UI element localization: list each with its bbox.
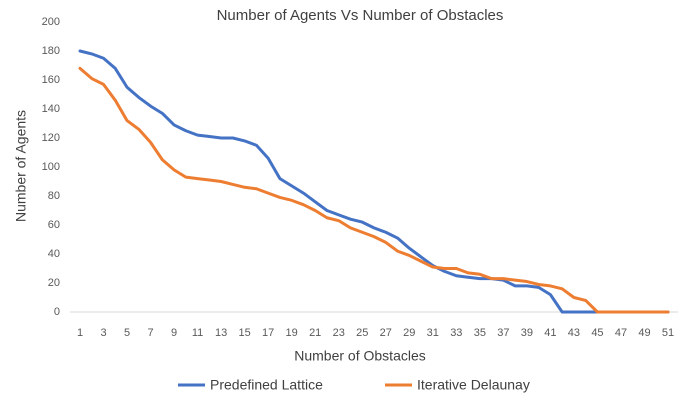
y-tick-label: 40 [48, 248, 60, 260]
x-tick-label: 11 [192, 327, 203, 339]
y-tick-label: 200 [42, 16, 60, 28]
x-tick-label: 43 [568, 327, 580, 339]
x-tick-label: 51 [662, 327, 674, 339]
x-tick-label: 37 [497, 327, 509, 339]
x-tick-label: 17 [262, 327, 274, 339]
y-tick-label: 160 [42, 74, 60, 86]
x-tick-label: 31 [427, 327, 439, 339]
x-tick-label: 21 [309, 327, 321, 339]
y-tick-label: 60 [48, 219, 60, 231]
y-tick-label: 140 [42, 103, 60, 115]
x-tick-label: 23 [333, 327, 345, 339]
x-tick-label: 3 [100, 327, 106, 339]
series-line [78, 66, 670, 314]
x-tick-label: 27 [380, 327, 392, 339]
x-tick-label: 47 [615, 327, 627, 339]
x-axis-title: Number of Obstacles [294, 348, 426, 364]
x-tick-label: 19 [286, 327, 298, 339]
legend-text: Predefined Lattice [210, 377, 323, 393]
x-tick-label: 41 [544, 327, 556, 339]
x-tick-label: 5 [124, 327, 130, 339]
x-tick-label: 13 [215, 327, 227, 339]
x-tick-label: 25 [356, 327, 368, 339]
series-line [78, 49, 670, 314]
x-tick-label: 35 [474, 327, 486, 339]
y-tick-label: 0 [54, 306, 60, 318]
x-tick-label: 15 [239, 327, 251, 339]
y-axis-title: Number of Agents [13, 110, 29, 222]
x-tick-label: 9 [171, 327, 177, 339]
y-tick-label: 80 [48, 190, 60, 202]
y-tick-label: 20 [48, 277, 60, 289]
y-tick-label: 100 [42, 161, 60, 173]
x-tick-label: 1 [77, 327, 83, 339]
legend-text: Iterative Delaunay [417, 377, 530, 393]
x-tick-label: 29 [403, 327, 415, 339]
chart-title: Number of Agents Vs Number of Obstacles [217, 7, 504, 24]
x-tick-label: 39 [521, 327, 533, 339]
x-tick-label: 45 [591, 327, 603, 339]
x-tick-label: 49 [638, 327, 650, 339]
y-tick-label: 120 [42, 132, 60, 144]
x-tick-label: 7 [147, 327, 153, 339]
y-tick-label: 180 [42, 45, 60, 57]
x-tick-label: 33 [450, 327, 462, 339]
